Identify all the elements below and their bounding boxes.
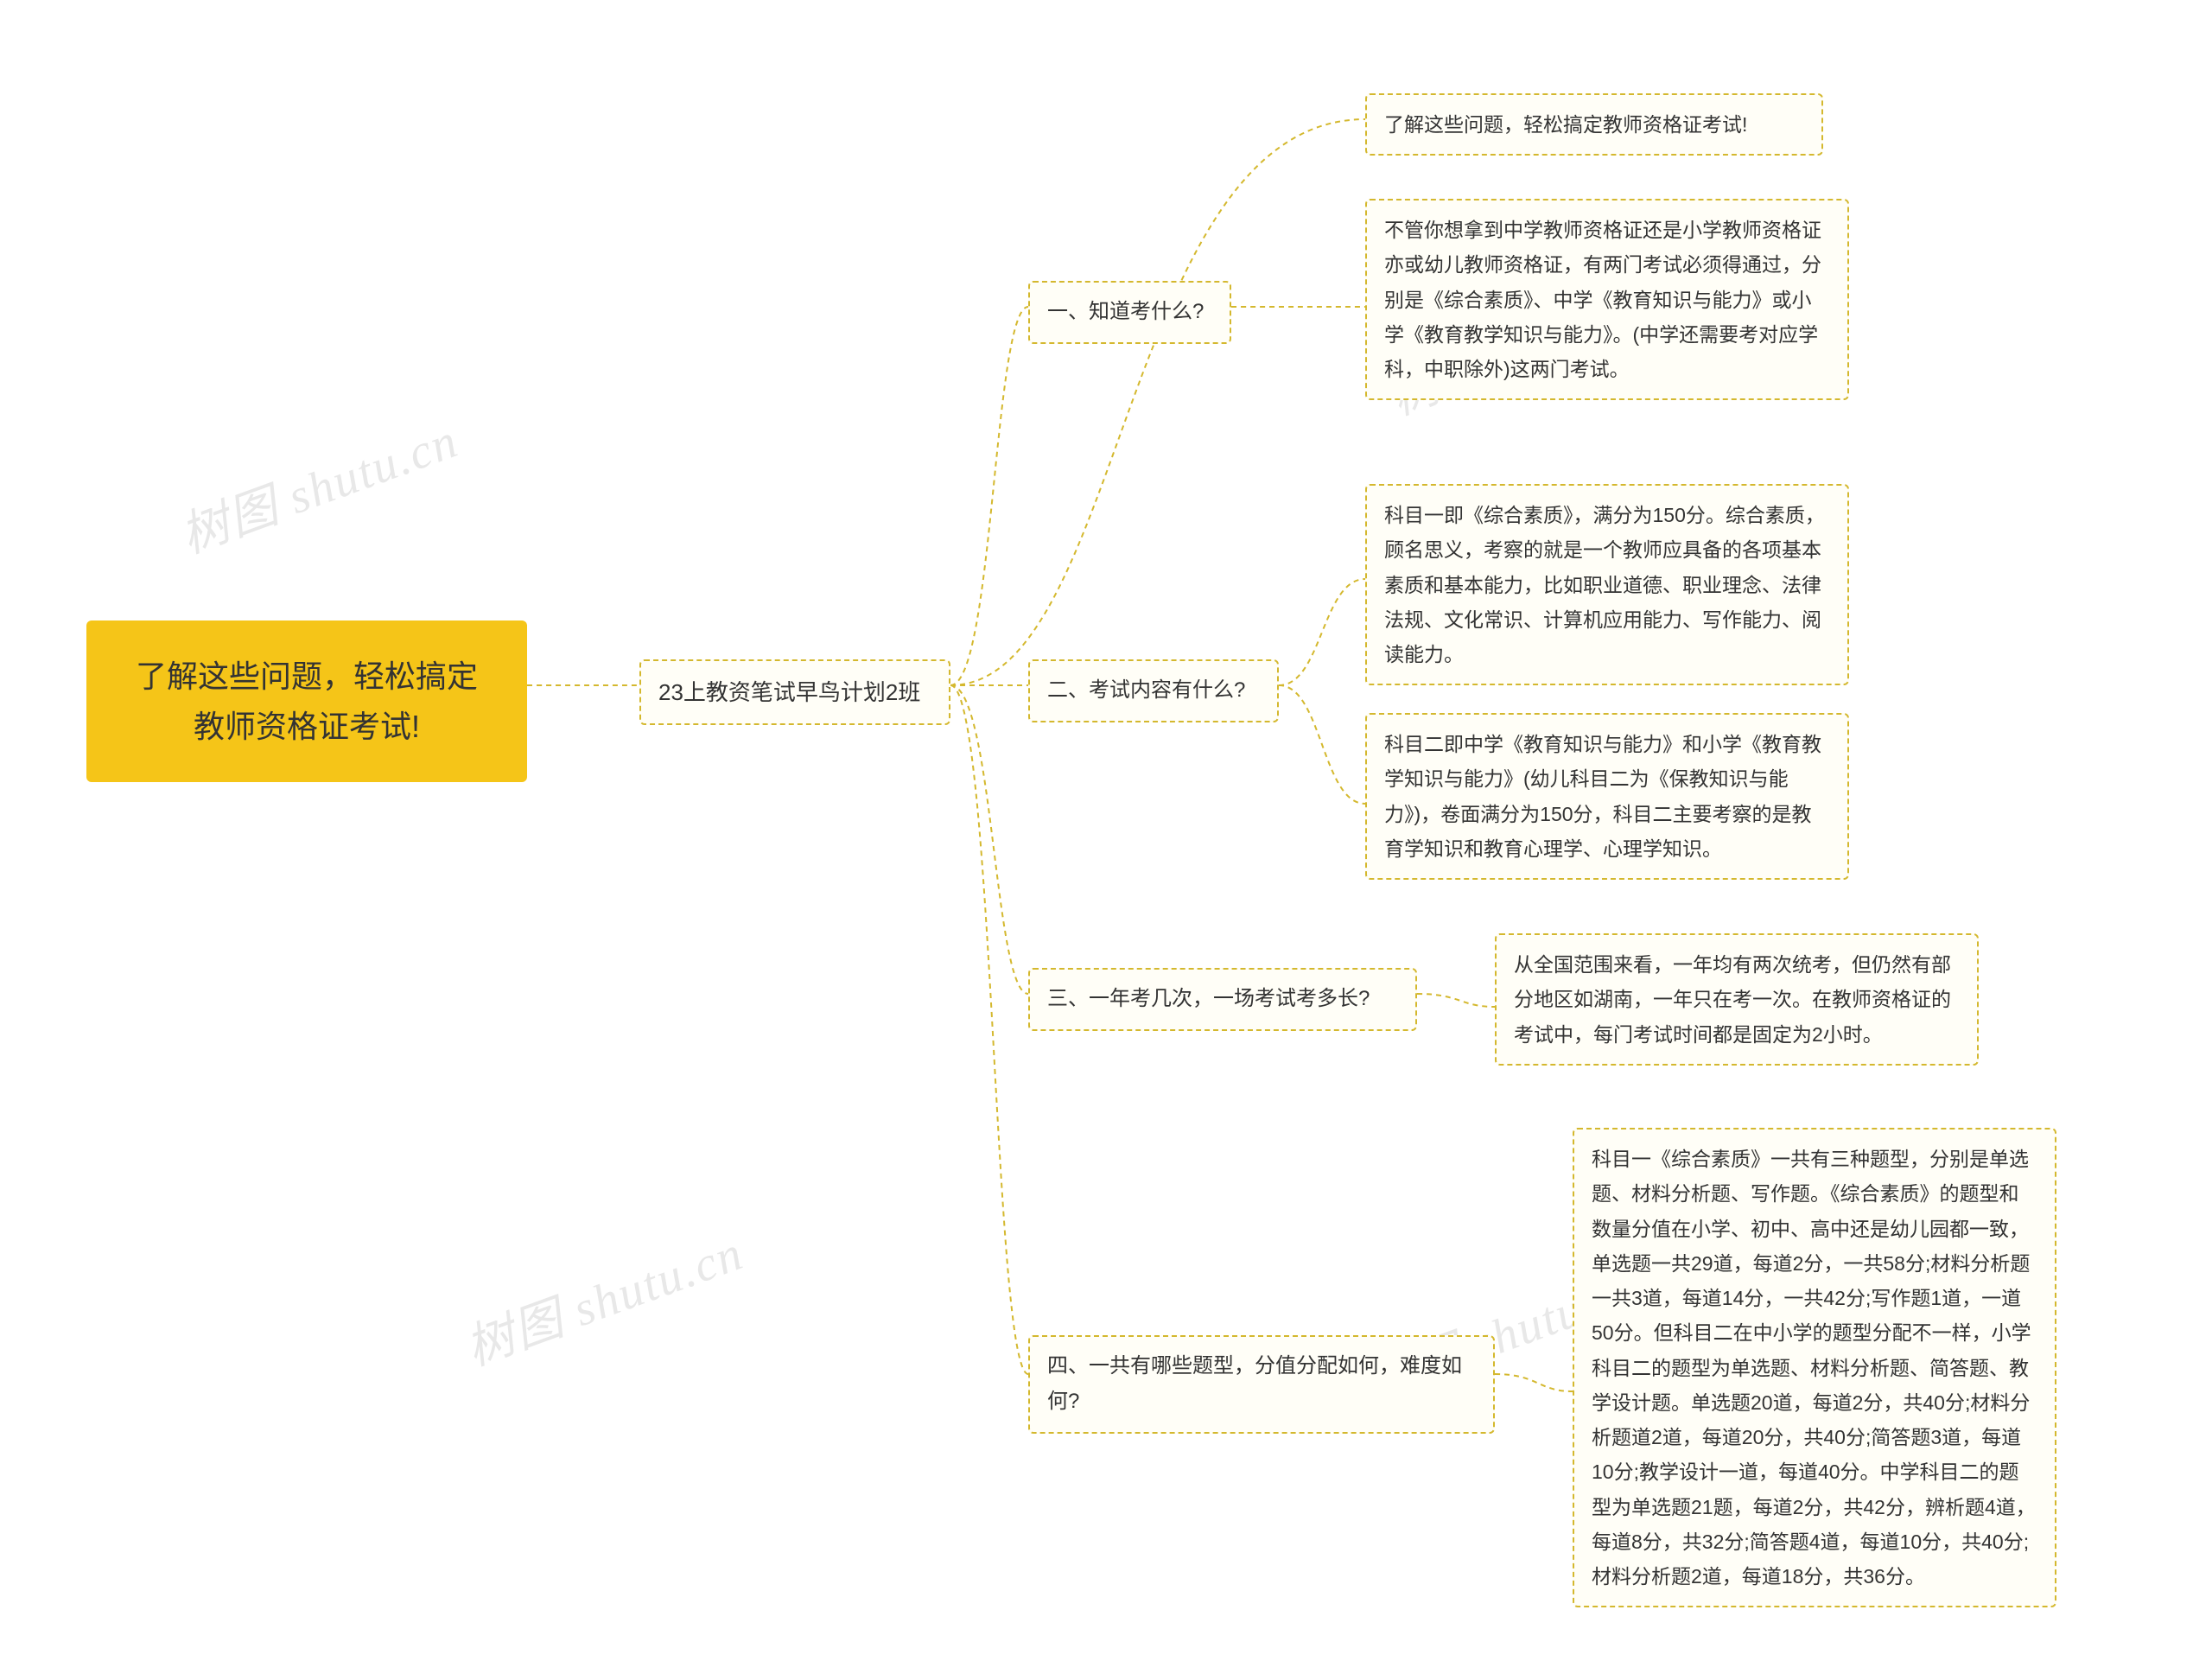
mindmap-leaf[interactable]: 科目一即《综合素质》，满分为150分。综合素质，顾名思义，考察的就是一个教师应具… xyxy=(1365,484,1849,685)
node-label: 三、一年考几次，一场考试考多长? xyxy=(1047,987,1370,1010)
mindmap-leaf[interactable]: 科目二即中学《教育知识与能力》和小学《教育教学知识与能力》(幼儿科目二为《保教知… xyxy=(1365,713,1849,880)
mindmap-node-section-4[interactable]: 四、一共有哪些题型，分值分配如何，难度如何? xyxy=(1028,1335,1495,1434)
node-label: 二、考试内容有什么? xyxy=(1047,678,1245,702)
mindmap-root[interactable]: 了解这些问题，轻松搞定教师资格证考试! xyxy=(86,620,527,782)
leaf-label: 了解这些问题，轻松搞定教师资格证考试! xyxy=(1384,113,1747,136)
node-label: 一、知道考什么? xyxy=(1047,300,1204,323)
leaf-label: 科目一《综合素质》一共有三种题型，分别是单选题、材料分析题、写作题。《综合素质》… xyxy=(1592,1148,2036,1588)
mindmap-node-section-2[interactable]: 二、考试内容有什么? xyxy=(1028,659,1279,722)
node-label: 23上教资笔试早鸟计划2班 xyxy=(658,679,920,705)
node-label: 四、一共有哪些题型，分值分配如何，难度如何? xyxy=(1047,1354,1462,1413)
mindmap-node-section-1[interactable]: 一、知道考什么? xyxy=(1028,281,1231,344)
watermark: 树图 shutu.cn xyxy=(169,402,467,567)
leaf-label: 科目二即中学《教育知识与能力》和小学《教育教学知识与能力》(幼儿科目二为《保教知… xyxy=(1384,733,1821,860)
mindmap-leaf[interactable]: 不管你想拿到中学教师资格证还是小学教师资格证亦或幼儿教师资格证，有两门考试必须得… xyxy=(1365,199,1849,400)
leaf-label: 不管你想拿到中学教师资格证还是小学教师资格证亦或幼儿教师资格证，有两门考试必须得… xyxy=(1384,219,1821,380)
mindmap-node-section-3[interactable]: 三、一年考几次，一场考试考多长? xyxy=(1028,968,1417,1031)
leaf-label: 科目一即《综合素质》，满分为150分。综合素质，顾名思义，考察的就是一个教师应具… xyxy=(1384,504,1825,665)
mindmap-leaf[interactable]: 了解这些问题，轻松搞定教师资格证考试! xyxy=(1365,93,1823,156)
leaf-label: 从全国范围来看，一年均有两次统考，但仍然有部分地区如湖南，一年只在考一次。在教师… xyxy=(1514,953,1951,1046)
watermark: 树图 shutu.cn xyxy=(454,1214,752,1379)
mindmap-node-level2[interactable]: 23上教资笔试早鸟计划2班 xyxy=(639,659,950,725)
root-label: 了解这些问题，轻松搞定教师资格证考试! xyxy=(136,659,478,744)
mindmap-leaf[interactable]: 从全国范围来看，一年均有两次统考，但仍然有部分地区如湖南，一年只在考一次。在教师… xyxy=(1495,933,1979,1066)
mindmap-leaf[interactable]: 科目一《综合素质》一共有三种题型，分别是单选题、材料分析题、写作题。《综合素质》… xyxy=(1573,1128,2056,1607)
